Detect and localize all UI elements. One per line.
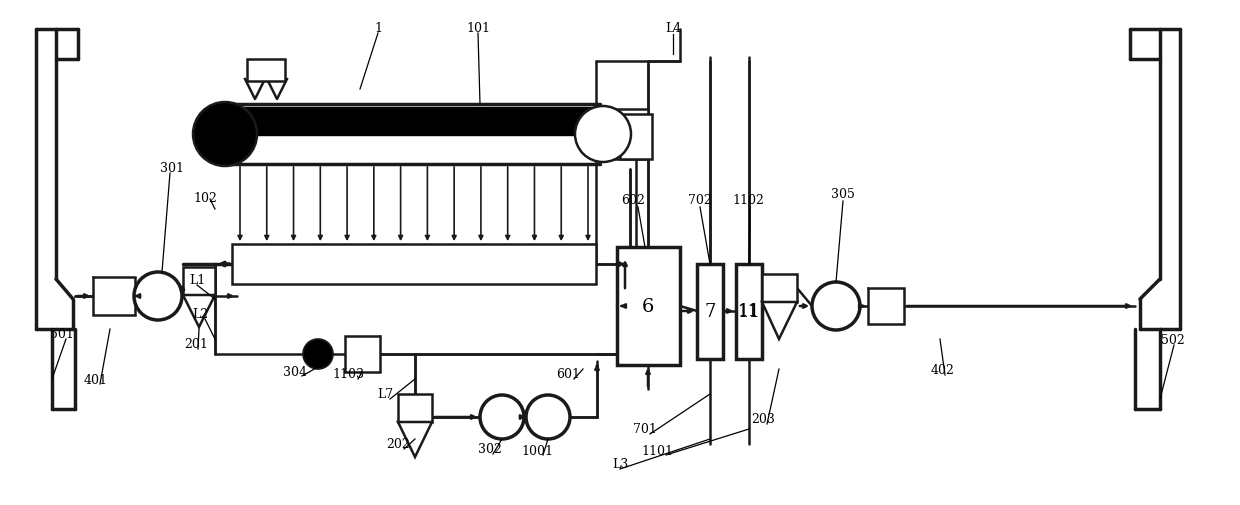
Bar	[398, 394, 432, 422]
Text: 1103: 1103	[332, 368, 365, 381]
Text: 11: 11	[738, 302, 760, 320]
Bar	[618, 247, 680, 365]
Bar	[247, 60, 285, 82]
Text: 11: 11	[738, 303, 760, 320]
Bar	[93, 277, 135, 316]
Text: 702: 702	[688, 193, 712, 206]
Polygon shape	[763, 302, 797, 339]
Text: 1102: 1102	[732, 193, 764, 206]
Text: 501: 501	[50, 328, 74, 341]
Bar	[868, 288, 904, 324]
Circle shape	[303, 339, 334, 369]
Text: L7: L7	[377, 388, 393, 400]
Circle shape	[193, 103, 257, 167]
Bar	[620, 115, 652, 160]
Text: 102: 102	[193, 191, 217, 204]
Text: 7: 7	[704, 302, 715, 320]
Bar	[345, 336, 379, 372]
Text: 1101: 1101	[641, 444, 673, 458]
Text: 302: 302	[479, 442, 502, 456]
Circle shape	[134, 273, 182, 320]
Bar	[232, 244, 596, 284]
Polygon shape	[184, 295, 215, 327]
Bar	[697, 265, 723, 359]
Bar	[763, 274, 797, 302]
Circle shape	[575, 107, 631, 163]
Text: 203: 203	[751, 413, 775, 426]
Text: 401: 401	[84, 373, 108, 386]
Text: 701: 701	[634, 423, 657, 436]
Text: L4: L4	[665, 21, 681, 34]
Circle shape	[480, 395, 525, 439]
Bar	[613, 110, 649, 160]
Text: 202: 202	[386, 438, 410, 450]
Bar	[228, 108, 600, 136]
Text: 301: 301	[160, 161, 184, 174]
Text: 305: 305	[831, 188, 854, 201]
Polygon shape	[398, 422, 432, 457]
Text: L1: L1	[188, 273, 205, 286]
Text: 1001: 1001	[521, 444, 553, 458]
Text: 6: 6	[642, 297, 655, 316]
Text: 502: 502	[1161, 333, 1185, 346]
Text: 201: 201	[184, 338, 208, 351]
Text: 304: 304	[283, 365, 308, 378]
Text: 101: 101	[466, 21, 490, 34]
Text: 1: 1	[374, 21, 382, 34]
Text: L2: L2	[192, 308, 208, 321]
Text: 602: 602	[621, 193, 645, 206]
Circle shape	[526, 395, 570, 439]
Bar	[737, 265, 763, 359]
Text: 601: 601	[556, 368, 580, 381]
Text: L3: L3	[611, 458, 629, 471]
Circle shape	[812, 282, 861, 330]
Bar	[184, 268, 215, 295]
Text: 402: 402	[931, 363, 955, 376]
